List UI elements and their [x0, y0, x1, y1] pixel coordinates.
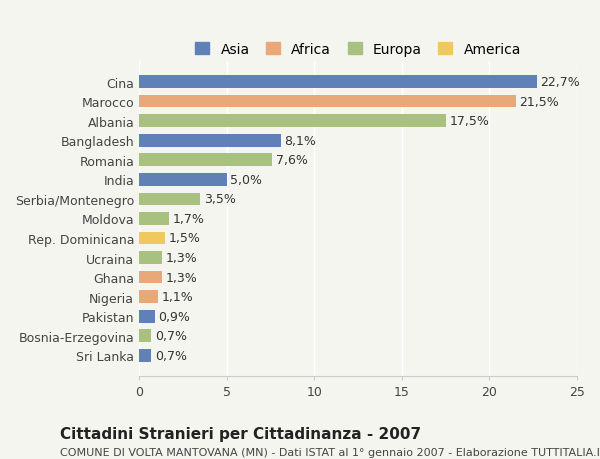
Text: 8,1%: 8,1% — [284, 134, 316, 147]
Text: 22,7%: 22,7% — [540, 76, 580, 89]
Text: 1,7%: 1,7% — [172, 213, 204, 225]
Text: COMUNE DI VOLTA MANTOVANA (MN) - Dati ISTAT al 1° gennaio 2007 - Elaborazione TU: COMUNE DI VOLTA MANTOVANA (MN) - Dati IS… — [60, 447, 600, 457]
Bar — [139, 252, 162, 264]
Bar — [139, 154, 272, 167]
Text: 1,1%: 1,1% — [162, 291, 194, 303]
Text: 21,5%: 21,5% — [519, 95, 559, 108]
Bar — [139, 349, 151, 362]
Bar — [139, 232, 166, 245]
Legend: Asia, Africa, Europa, America: Asia, Africa, Europa, America — [190, 37, 526, 62]
Bar — [139, 310, 155, 323]
Text: 0,9%: 0,9% — [158, 310, 190, 323]
Text: 1,3%: 1,3% — [166, 271, 197, 284]
Bar — [139, 115, 446, 128]
Bar — [139, 174, 227, 186]
Text: 0,7%: 0,7% — [155, 330, 187, 342]
Text: 3,5%: 3,5% — [204, 193, 236, 206]
Text: 0,7%: 0,7% — [155, 349, 187, 362]
Bar — [139, 291, 158, 303]
Bar — [139, 95, 516, 108]
Bar — [139, 134, 281, 147]
Bar — [139, 330, 151, 342]
Bar — [139, 76, 537, 89]
Text: Cittadini Stranieri per Cittadinanza - 2007: Cittadini Stranieri per Cittadinanza - 2… — [60, 425, 421, 441]
Text: 5,0%: 5,0% — [230, 174, 262, 186]
Text: 7,6%: 7,6% — [276, 154, 308, 167]
Bar — [139, 193, 200, 206]
Bar — [139, 271, 162, 284]
Text: 1,5%: 1,5% — [169, 232, 201, 245]
Bar — [139, 213, 169, 225]
Text: 1,3%: 1,3% — [166, 252, 197, 264]
Text: 17,5%: 17,5% — [449, 115, 489, 128]
